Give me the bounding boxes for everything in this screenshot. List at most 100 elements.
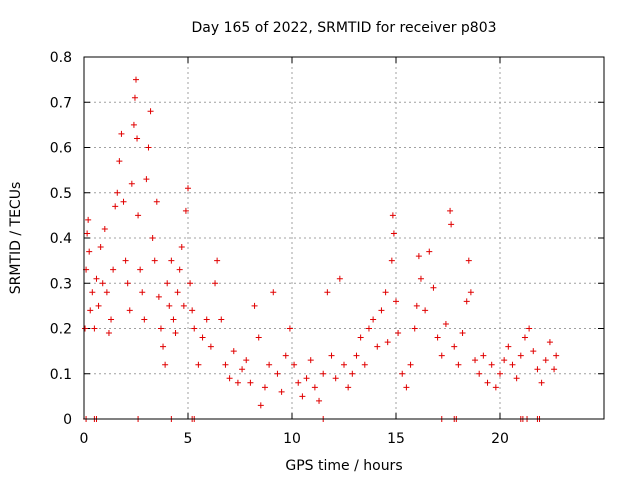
data-point (270, 289, 277, 296)
data-point (447, 207, 454, 214)
y-tick-label: 0.2 (50, 322, 72, 338)
data-point (116, 158, 123, 165)
data-point (162, 361, 169, 368)
y-tick-label: 0.8 (50, 50, 72, 66)
data-point (336, 275, 343, 282)
data-point (455, 361, 462, 368)
y-tick-label: 0.6 (50, 141, 72, 157)
y-tick-label: 0.3 (50, 276, 72, 292)
data-point (553, 352, 560, 359)
data-point (120, 198, 127, 205)
data-point (349, 370, 356, 377)
data-point (382, 289, 389, 296)
data-point (332, 375, 339, 382)
x-tick-label: 0 (80, 431, 89, 447)
data-point (247, 379, 254, 386)
data-point (145, 144, 152, 151)
data-point (124, 280, 131, 287)
data-point (451, 343, 458, 350)
data-point (303, 375, 310, 382)
data-point (178, 244, 185, 251)
data-point (160, 343, 167, 350)
data-point (147, 108, 154, 115)
data-point (488, 361, 495, 368)
x-tick-label: 20 (491, 431, 509, 447)
data-point (390, 230, 397, 237)
data-point (126, 307, 133, 314)
chart-title: Day 165 of 2022, SRMTID for receiver p80… (191, 20, 496, 36)
data-point (291, 361, 298, 368)
data-point (407, 361, 414, 368)
y-axis-label: SRMTID / TECUs (8, 182, 24, 295)
y-tick-label: 0.1 (50, 367, 72, 383)
data-point (214, 257, 221, 264)
data-point (87, 307, 94, 314)
data-point (243, 357, 250, 364)
data-point (122, 257, 129, 264)
data-points (82, 76, 560, 422)
data-point (141, 316, 148, 323)
data-point (465, 257, 472, 264)
data-point (189, 307, 196, 314)
tick-labels: 0 0.1 0.2 0.3 0.4 0.5 0.6 0.7 0.8 0 5 10 15 20 (50, 50, 509, 447)
data-point (417, 275, 424, 282)
data-point (172, 330, 179, 337)
y-tick-label: 0.7 (50, 95, 72, 111)
data-point (187, 280, 194, 287)
data-point (89, 289, 96, 296)
data-point (103, 289, 110, 296)
data-point (426, 248, 433, 255)
data-point (99, 280, 106, 287)
data-point (157, 325, 164, 332)
data-point (182, 207, 189, 214)
data-point (226, 375, 233, 382)
data-point (546, 339, 553, 346)
data-point (239, 366, 246, 373)
data-point (497, 370, 503, 377)
data-point (151, 257, 158, 264)
data-point (413, 302, 420, 309)
data-point (134, 135, 141, 142)
x-axis-label: GPS time / hours (285, 458, 402, 474)
data-point (467, 289, 474, 296)
data-point (155, 293, 162, 300)
data-point (448, 221, 455, 228)
data-point (164, 280, 171, 287)
data-point (91, 325, 98, 332)
data-point (234, 379, 241, 386)
data-point (180, 302, 187, 309)
data-point (422, 307, 429, 314)
data-point (505, 343, 512, 350)
data-point (388, 257, 395, 264)
data-point (353, 352, 360, 359)
data-point (168, 257, 175, 264)
data-point (153, 198, 160, 205)
data-point (517, 352, 524, 359)
data-point (105, 330, 112, 337)
data-point (143, 176, 150, 183)
data-point (513, 375, 520, 382)
data-point (328, 352, 335, 359)
data-point (480, 352, 487, 359)
data-point (110, 266, 117, 273)
data-point (430, 284, 437, 291)
data-point (130, 121, 137, 128)
data-point (295, 379, 302, 386)
data-point (307, 357, 314, 364)
data-point (393, 298, 399, 305)
data-point (484, 379, 491, 386)
data-point (195, 361, 202, 368)
data-point (95, 302, 102, 309)
data-point (378, 307, 385, 314)
data-point (255, 334, 262, 341)
data-point (476, 370, 483, 377)
data-point (191, 325, 198, 332)
data-point (320, 370, 327, 377)
data-point (212, 280, 219, 287)
data-point (166, 302, 173, 309)
data-point (526, 325, 533, 332)
data-point (274, 370, 281, 377)
data-point (128, 180, 135, 187)
